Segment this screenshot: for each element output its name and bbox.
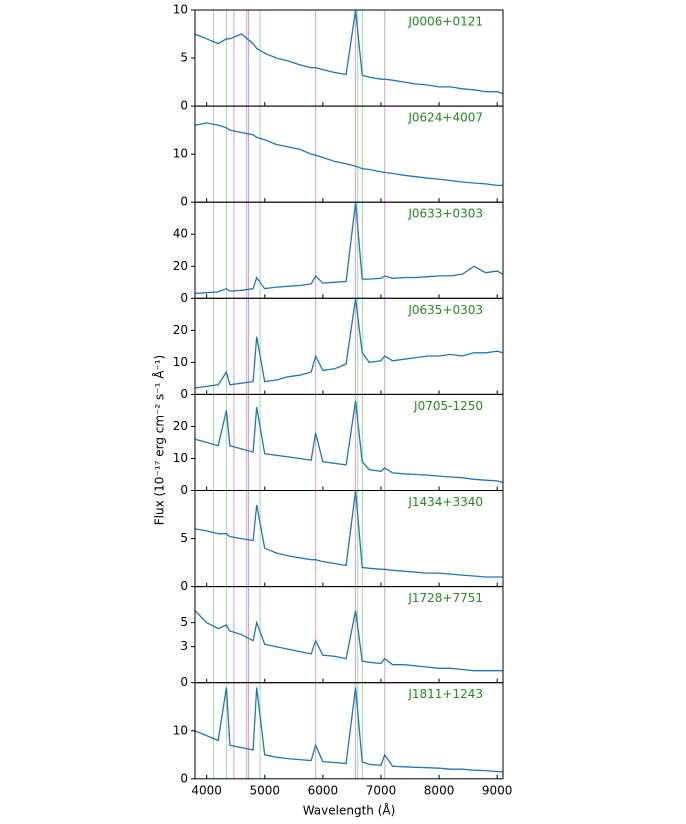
y-tick-label: 0 [180, 195, 188, 209]
x-tick-label: 7000 [366, 783, 397, 797]
panel-label: J0705-1250 [413, 399, 483, 413]
y-tick-label: 0 [180, 99, 188, 113]
y-tick-label: 0 [180, 291, 188, 305]
spectrum-line [194, 400, 504, 484]
y-tick-label: 20 [173, 419, 188, 433]
y-tick-label: 10 [173, 723, 188, 737]
spectrum-line [194, 610, 503, 672]
y-tick-label: 0 [180, 483, 188, 497]
panel-label: J1728+7751 [407, 591, 483, 605]
panel-label: J0635+0303 [407, 303, 483, 317]
x-axis-label: Wavelength (Å) [303, 802, 396, 817]
y-tick-label: 0 [180, 387, 188, 401]
spectrum-line [194, 298, 504, 389]
x-tick-label: 5000 [249, 783, 280, 797]
y-tick-label: 0 [180, 579, 188, 593]
y-tick-label: 40 [173, 227, 188, 241]
y-tick-label: 10 [173, 147, 188, 161]
x-tick-label: 4000 [191, 783, 222, 797]
spectrum-line [194, 202, 504, 295]
y-tick-label: 5 [180, 615, 188, 629]
x-tick-label: 6000 [308, 783, 339, 797]
y-tick-label: 10 [173, 3, 188, 17]
y-tick-label: 5 [180, 531, 188, 545]
spectrum-line [194, 687, 503, 773]
y-tick-label: 20 [173, 259, 188, 273]
y-tick-label: 0 [180, 675, 188, 689]
y-tick-label: 0 [180, 771, 188, 785]
panel-label: J0624+4007 [407, 111, 483, 125]
panel-label: J1811+1243 [407, 687, 483, 701]
x-tick-label: 9000 [482, 783, 513, 797]
y-axis-label: Flux (10⁻¹⁷ erg cm⁻² s⁻¹ Å⁻¹) [152, 355, 167, 526]
panel-label: J1434+3340 [407, 495, 483, 509]
spectrum-line [194, 9, 504, 95]
y-tick-label: 10 [173, 355, 188, 369]
x-tick-label: 8000 [424, 783, 455, 797]
y-tick-label: 10 [173, 451, 188, 465]
panel-label: J0633+0303 [407, 207, 483, 221]
y-tick-label: 20 [173, 323, 188, 337]
y-tick-label: 5 [180, 51, 188, 65]
panel-label: J0006+0121 [407, 15, 483, 29]
y-tick-label: 3 [180, 639, 188, 653]
spectrum-line [194, 490, 503, 578]
spectrum-line [194, 122, 503, 187]
